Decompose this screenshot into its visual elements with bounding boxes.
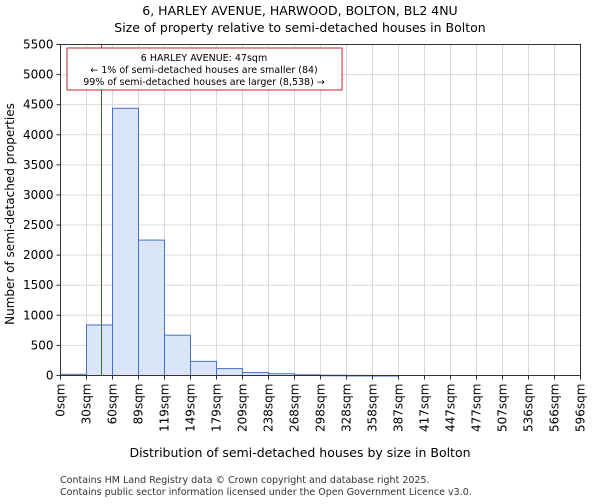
- y-tick-label: 3000: [23, 188, 54, 202]
- x-tick-label: 507sqm: [496, 384, 510, 432]
- x-tick-label: 358sqm: [366, 384, 380, 432]
- y-tick-label: 0: [46, 369, 54, 383]
- x-tick-label: 60sqm: [106, 384, 120, 425]
- y-tick-label: 5000: [23, 68, 54, 82]
- y-axis-label: Number of semi-detached properties: [3, 103, 17, 325]
- x-tick-label: 447sqm: [444, 384, 458, 432]
- footer-line2: Contains public sector information licen…: [60, 487, 472, 498]
- bars-layer: [60, 107, 399, 377]
- annotation-line3: 99% of semi-detached houses are larger (…: [83, 77, 325, 88]
- x-tick-label: 268sqm: [288, 384, 302, 432]
- histogram-bar: [164, 334, 191, 377]
- x-tick-label: 566sqm: [548, 384, 562, 432]
- x-tick-label: 0sqm: [54, 384, 68, 417]
- y-tick-label: 1000: [23, 308, 54, 322]
- chart-title-line1: 6, HARLEY AVENUE, HARWOOD, BOLTON, BL2 4…: [142, 3, 457, 18]
- x-tick-label: 477sqm: [470, 384, 484, 432]
- x-tick-label: 209sqm: [236, 384, 250, 432]
- y-tick-label: 4000: [23, 128, 54, 142]
- x-tick-label: 179sqm: [210, 384, 224, 432]
- x-tick-label: 30sqm: [80, 384, 94, 425]
- y-tick-label: 5500: [23, 38, 54, 52]
- histogram-bar: [138, 239, 165, 376]
- x-tick-label: 596sqm: [574, 384, 588, 432]
- annotation-line1: 6 HARLEY AVENUE: 47sqm: [141, 53, 267, 64]
- x-tick-label: 119sqm: [158, 384, 172, 432]
- y-tick-label: 4500: [23, 98, 54, 112]
- annotation-line2: ← 1% of semi-detached houses are smaller…: [90, 65, 318, 76]
- y-tick-label: 1500: [23, 278, 54, 292]
- footer-line1: Contains HM Land Registry data © Crown c…: [60, 475, 430, 486]
- x-tick-label: 298sqm: [314, 384, 328, 432]
- x-tick-label: 387sqm: [392, 384, 406, 432]
- x-ticks-layer: 0sqm 30sqm 60sqm 89sqm 119sqm 149sqm 179sqm 209…: [54, 375, 588, 432]
- chart-title-line2: Size of property relative to semi-detach…: [114, 20, 485, 35]
- x-tick-label: 536sqm: [522, 384, 536, 432]
- y-tick-label: 2000: [23, 248, 54, 262]
- y-ticks-layer: 0 500 1000 1500 2000 2500 3000 3500 4000 4500 5000…: [23, 38, 61, 383]
- histogram-bar: [86, 324, 113, 376]
- y-tick-label: 500: [31, 338, 54, 352]
- annotation-box: [66, 47, 343, 91]
- histogram-bar: [112, 107, 139, 376]
- x-axis-label: Distribution of semi-detached houses by …: [129, 445, 470, 460]
- x-tick-label: 149sqm: [184, 384, 198, 432]
- histogram-bar: [190, 360, 217, 376]
- x-tick-label: 328sqm: [340, 384, 354, 432]
- x-tick-label: 417sqm: [418, 384, 432, 432]
- histogram-bar: [216, 368, 243, 377]
- x-tick-label: 89sqm: [132, 384, 146, 425]
- y-tick-label: 2500: [23, 218, 54, 232]
- y-tick-label: 3500: [23, 158, 54, 172]
- x-tick-label: 238sqm: [262, 384, 276, 432]
